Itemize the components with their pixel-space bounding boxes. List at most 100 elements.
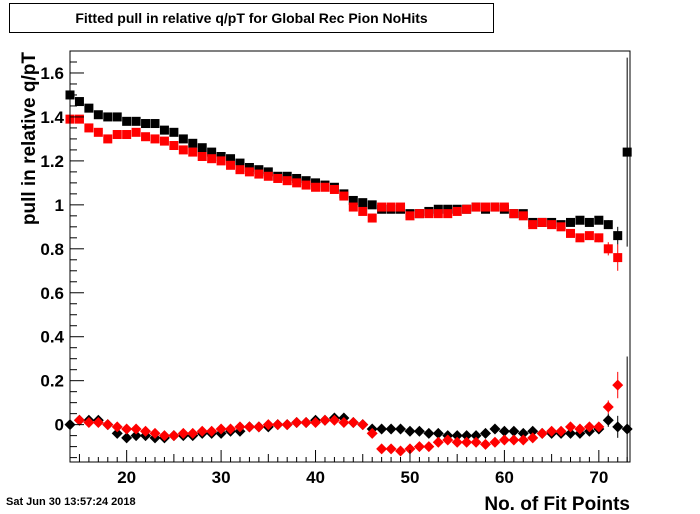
diamond-marker [555,425,567,437]
diamond-marker [130,423,142,435]
diamond-marker [413,441,425,453]
diamond-marker [347,416,359,428]
square-marker [566,217,576,227]
square-marker [273,173,283,183]
square-marker [282,176,292,186]
diamond-marker [593,421,605,433]
square-marker [169,127,179,137]
square-marker [254,169,264,179]
x-tick-label: 50 [401,468,420,487]
diamond-marker [234,421,246,433]
square-marker [405,211,415,221]
square-marker [131,116,141,126]
diamond-marker [291,416,303,428]
square-marker [141,132,151,142]
diamond-marker [253,421,265,433]
diamond-marker [517,427,529,439]
square-marker [509,209,519,219]
diamond-marker [527,432,539,444]
square-marker [396,202,406,212]
diamond-marker [395,423,407,435]
square-marker [518,211,528,221]
square-marker [159,125,169,135]
square-marker [575,215,585,225]
square-marker [169,141,179,151]
square-marker [358,198,368,208]
square-marker [452,206,462,216]
diamond-marker [328,414,340,426]
square-marker [329,184,339,194]
timestamp: Sat Jun 30 13:57:24 2018 [6,496,136,508]
diamond-marker [432,436,444,448]
diamond-marker [451,430,463,442]
diamond-marker [498,434,510,446]
square-marker [377,202,387,212]
square-marker [414,209,424,219]
y-tick-label: 0.8 [40,240,64,259]
diamond-marker [404,425,416,437]
square-marker [339,191,349,201]
square-marker [367,213,377,223]
square-marker [216,156,226,166]
diamond-marker [461,430,473,442]
diamond-marker [140,425,152,437]
square-marker [74,114,84,124]
square-marker [263,171,273,181]
diamond-marker [602,414,614,426]
y-tick-label: 0.4 [40,328,64,347]
square-marker [131,127,141,137]
diamond-marker [121,432,133,444]
square-marker [547,220,557,230]
square-marker [358,206,368,216]
x-tick-label: 20 [117,468,136,487]
plot-frame [69,50,631,463]
square-marker [348,195,358,205]
square-marker [433,209,443,219]
square-marker [481,202,491,212]
diamond-marker [300,416,312,428]
diamond-marker [272,419,284,431]
diamond-marker [602,401,614,413]
square-marker [528,220,538,230]
square-marker [103,112,113,122]
diamond-marker [73,414,85,426]
axes-ticks: 20 30 40 50 60 70 0 0.2 0.4 0.6 0.8 1 1.2 1.4 1.6 [40,61,628,487]
diamond-marker [177,427,189,439]
diamond-marker [357,419,369,431]
diamond-marker [489,423,501,435]
diamond-marker [442,434,454,446]
square-marker [178,145,188,155]
diamond-marker [470,436,482,448]
square-marker [584,217,594,227]
diamond-marker [215,423,227,435]
diamond-marker [92,416,104,428]
square-marker [613,253,623,263]
diamond-marker [498,425,510,437]
diamond-marker [187,427,199,439]
data-markers [64,57,633,462]
square-marker [537,217,547,227]
diamond-marker [489,436,501,448]
square-marker [499,202,509,212]
square-marker [150,119,160,129]
square-marker [197,151,207,161]
diamond-marker [451,436,463,448]
square-marker [490,202,500,212]
square-marker [311,182,321,192]
square-marker [93,110,103,120]
diamond-marker [366,427,378,439]
square-marker [112,130,122,140]
square-marker [424,209,434,219]
diamond-marker [621,423,633,435]
chart-title: Fitted pull in relative q/pT for Global … [75,10,428,26]
square-marker [556,222,566,232]
x-tick-label: 40 [306,468,325,487]
diamond-marker [376,423,388,435]
square-marker [235,158,245,168]
square-marker [207,147,217,157]
square-marker [348,202,358,212]
diamond-marker [196,425,208,437]
square-marker [207,154,217,164]
square-marker [84,123,94,133]
